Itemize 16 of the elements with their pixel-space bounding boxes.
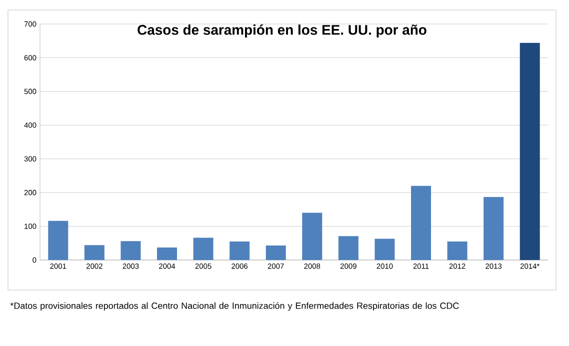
bar (411, 186, 432, 260)
bar (338, 236, 358, 260)
bar (84, 245, 104, 260)
bar (193, 238, 214, 260)
bar (484, 196, 504, 260)
bar (230, 241, 250, 260)
bar (374, 238, 395, 260)
chart-title: Casos de sarampión en los EE. UU. por año (138, 24, 426, 38)
bar (120, 241, 141, 260)
bar (48, 220, 68, 260)
bar (520, 42, 540, 260)
text: *Datos provisionales reportados al Centro Nacional de Inmunización y Enfermedades Respiratorias de los CDC (10, 302, 459, 311)
bar (447, 241, 468, 260)
bar (302, 212, 322, 260)
bar (266, 246, 286, 260)
bar (157, 248, 178, 260)
